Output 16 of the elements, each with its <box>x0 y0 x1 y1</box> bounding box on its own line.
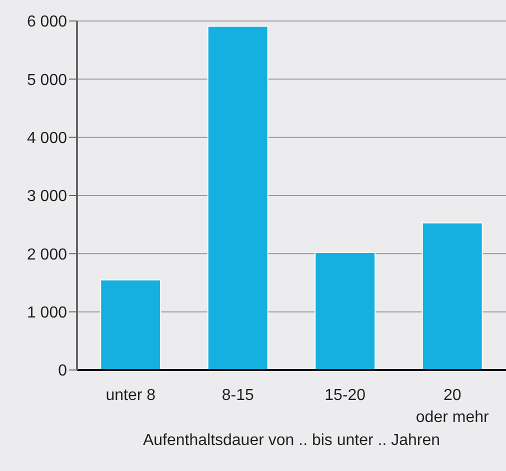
bar <box>314 252 376 370</box>
y-tick-label: 1 000 <box>26 304 68 322</box>
y-tick-label: 3 000 <box>26 188 68 206</box>
y-tick-label: 6 000 <box>26 14 68 31</box>
bar <box>422 222 483 370</box>
x-axis-title: Aufenthaltsdauer von .. bis unter .. Jahren <box>142 432 442 450</box>
bar <box>207 26 268 370</box>
y-tick-label: 4 000 <box>26 130 68 148</box>
bar <box>100 279 162 370</box>
y-tick-label: 0 <box>58 362 68 380</box>
y-tick-label: 5 000 <box>26 72 68 89</box>
x-tick-label: unter 8 <box>106 387 156 404</box>
y-tick-label: 2 000 <box>26 246 68 264</box>
x-tick-label: 15-20 <box>324 387 366 404</box>
x-tick-label: 8-15 <box>222 387 254 404</box>
x-tick-label: 20 oder mehr <box>416 387 490 426</box>
